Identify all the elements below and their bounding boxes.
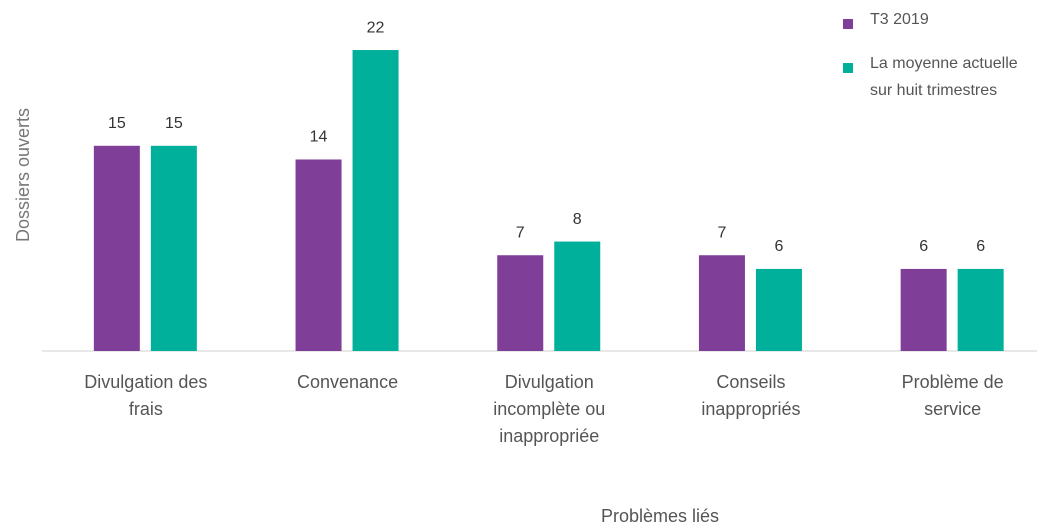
data-label: 6 <box>774 238 783 255</box>
data-label: 6 <box>919 238 928 255</box>
data-label: 7 <box>516 224 525 241</box>
data-label: 15 <box>108 115 126 132</box>
x-tick-label: Convenance <box>297 372 399 392</box>
bar <box>957 268 1004 351</box>
bar <box>93 145 140 351</box>
legend-swatch <box>843 63 853 73</box>
data-label: 15 <box>165 115 183 132</box>
x-tick-label: Divulgation des frais <box>84 372 208 419</box>
legend-swatch <box>843 19 853 29</box>
bar <box>554 241 601 351</box>
bar <box>150 145 197 351</box>
x-tick-label: Conseils inappropriés <box>701 372 801 419</box>
data-label: 7 <box>717 224 726 241</box>
bar <box>698 255 745 351</box>
bar <box>295 159 342 351</box>
bar <box>900 268 947 351</box>
bar <box>352 50 399 351</box>
bar <box>755 268 802 351</box>
data-label: 14 <box>310 129 328 146</box>
legend-label: T3 2019 <box>870 11 929 28</box>
x-axis-title: Problèmes liés <box>601 506 719 526</box>
y-axis-title: Dossiers ouverts <box>13 108 33 242</box>
x-tick-label: Divulgation incomplète ou inappropriée <box>493 372 606 446</box>
data-label: 8 <box>573 211 582 228</box>
data-label: 6 <box>976 238 985 255</box>
x-tick-label: Problème de service <box>901 372 1004 419</box>
bar <box>497 255 544 351</box>
legend-label: La moyenne actuelle sur huit trimestres <box>870 55 1018 99</box>
data-label: 22 <box>367 19 385 36</box>
